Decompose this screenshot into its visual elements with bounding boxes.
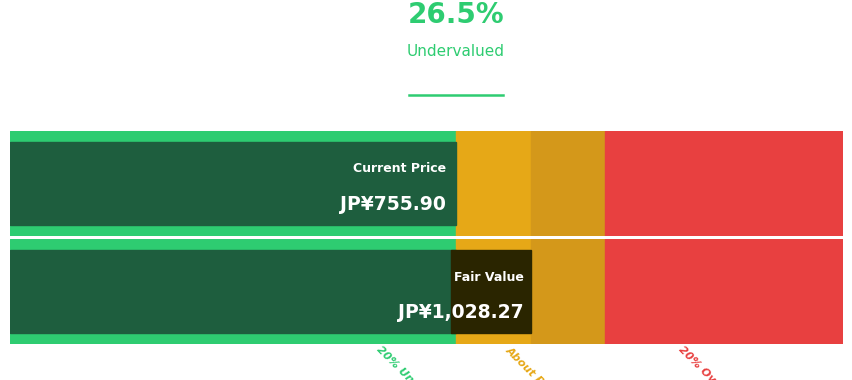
Bar: [455, 131, 530, 236]
Text: 20% Undervalued: 20% Undervalued: [374, 345, 459, 380]
Bar: [530, 239, 605, 344]
Bar: [530, 131, 605, 236]
Bar: [605, 239, 842, 344]
Text: JP¥1,028.27: JP¥1,028.27: [398, 303, 523, 322]
Bar: [10, 131, 455, 236]
Bar: [451, 250, 530, 334]
Bar: [10, 142, 455, 225]
Bar: [10, 250, 455, 334]
Text: Undervalued: Undervalued: [406, 44, 504, 59]
Text: JP¥755.90: JP¥755.90: [339, 195, 445, 214]
Bar: [605, 131, 842, 236]
Text: 26.5%: 26.5%: [407, 1, 504, 28]
Bar: [455, 239, 530, 344]
Bar: [10, 239, 455, 344]
Text: Current Price: Current Price: [352, 162, 445, 175]
Text: About Right: About Right: [504, 345, 563, 380]
Text: 20% Overvalued: 20% Overvalued: [676, 345, 755, 380]
Text: Fair Value: Fair Value: [453, 271, 523, 283]
